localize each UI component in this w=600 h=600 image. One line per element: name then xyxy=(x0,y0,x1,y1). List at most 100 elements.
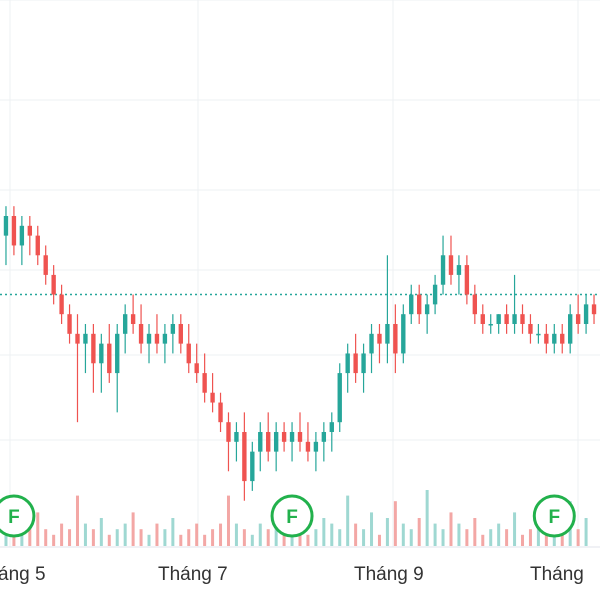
volume-bar xyxy=(211,529,215,546)
x-axis-ticks: áng 5 Tháng 7 Tháng 9 Tháng xyxy=(0,564,584,585)
volume-bar xyxy=(52,534,56,546)
volume-bar xyxy=(163,529,167,546)
volume-bar xyxy=(171,518,175,546)
volume-bar xyxy=(99,518,103,546)
volume-bar xyxy=(274,518,278,546)
volume-bar xyxy=(377,534,381,546)
candle-body xyxy=(162,333,168,344)
candle-body xyxy=(496,314,501,324)
candle-body xyxy=(409,294,414,315)
candle-body xyxy=(75,333,80,344)
volume-bar xyxy=(552,529,556,546)
candle-body xyxy=(329,422,334,432)
event-marker: F xyxy=(270,494,314,538)
volume-bar xyxy=(242,529,246,546)
volume-bar xyxy=(417,518,421,546)
candle-body xyxy=(242,432,247,482)
candle-body xyxy=(583,304,589,324)
volume-bar xyxy=(139,529,143,546)
x-tick-label: Tháng xyxy=(530,564,584,585)
candle-body xyxy=(234,432,239,442)
candle-body xyxy=(19,225,25,246)
volume-bar xyxy=(179,534,183,546)
volume-bar xyxy=(489,529,493,546)
volume-bar xyxy=(576,529,580,546)
event-marker-label: F xyxy=(286,507,298,528)
candle-body xyxy=(218,402,223,423)
candle-body xyxy=(51,274,56,295)
volume-bar xyxy=(68,529,72,546)
candle-body xyxy=(552,333,557,344)
candle-body xyxy=(27,225,32,236)
volume-bar xyxy=(441,529,445,546)
candle-body xyxy=(107,343,112,374)
candle-body xyxy=(281,432,287,442)
volume-bar xyxy=(354,523,358,546)
candle-body xyxy=(504,314,509,324)
volume-bar xyxy=(449,512,453,546)
candle-body xyxy=(424,304,430,315)
candle-body xyxy=(35,235,40,256)
event-marker-circle xyxy=(270,494,314,538)
volume-bar xyxy=(385,518,389,546)
candle-body xyxy=(528,324,533,334)
candle-body xyxy=(401,314,406,354)
volume-bar xyxy=(107,534,111,546)
candle-body xyxy=(321,432,327,442)
candle-body xyxy=(313,441,319,452)
candle-body xyxy=(472,294,478,315)
volume-bar xyxy=(330,523,334,546)
candle-body xyxy=(266,432,271,452)
candle-body xyxy=(83,333,88,344)
candle-body xyxy=(186,343,191,364)
candle-body xyxy=(138,324,144,344)
volume-bar xyxy=(36,512,40,546)
candle-body xyxy=(99,343,104,364)
volume-bar xyxy=(393,501,397,546)
volume-bar xyxy=(409,529,413,546)
volume-bar xyxy=(282,534,286,546)
volume-bar xyxy=(187,529,191,546)
candle-body xyxy=(194,363,199,374)
volume-bar xyxy=(147,534,151,546)
candle-body xyxy=(456,265,462,275)
event-marker-circle xyxy=(0,494,36,538)
volume-bar xyxy=(346,495,350,546)
volume-bar xyxy=(258,523,262,546)
volume-bar xyxy=(528,529,532,546)
volume-bar xyxy=(290,529,294,546)
candle-body xyxy=(91,333,96,364)
volume-bar xyxy=(473,518,477,546)
x-tick-label: Tháng 7 xyxy=(158,564,228,585)
volume-bar xyxy=(497,523,501,546)
volume-bar xyxy=(584,518,588,546)
volume-bar xyxy=(234,523,238,546)
candle-body xyxy=(250,451,255,482)
candle-body xyxy=(591,304,597,315)
candle-body xyxy=(568,314,573,344)
volume-bar xyxy=(314,529,318,546)
candle-body xyxy=(289,432,295,442)
candle-body xyxy=(11,216,17,246)
candle-body xyxy=(464,265,470,295)
volume-bar xyxy=(4,529,8,546)
event-marker-label: F xyxy=(8,507,20,528)
volume-bar xyxy=(505,529,509,546)
volume-bar xyxy=(362,529,366,546)
event-marker-label: F xyxy=(548,507,560,528)
candle-body xyxy=(432,284,438,305)
candle-body xyxy=(369,333,374,354)
candle-body xyxy=(488,324,493,326)
candle-body xyxy=(226,422,231,442)
candle-body xyxy=(385,324,390,344)
volume-bar xyxy=(266,529,270,546)
volume-bar xyxy=(123,523,127,546)
candle-body xyxy=(480,314,485,324)
volume-bar xyxy=(465,529,469,546)
volume-bar xyxy=(425,490,429,546)
candle-body xyxy=(202,373,207,393)
volume-bar xyxy=(250,534,254,546)
volume-bar xyxy=(513,512,517,546)
volume-bar xyxy=(521,534,525,546)
